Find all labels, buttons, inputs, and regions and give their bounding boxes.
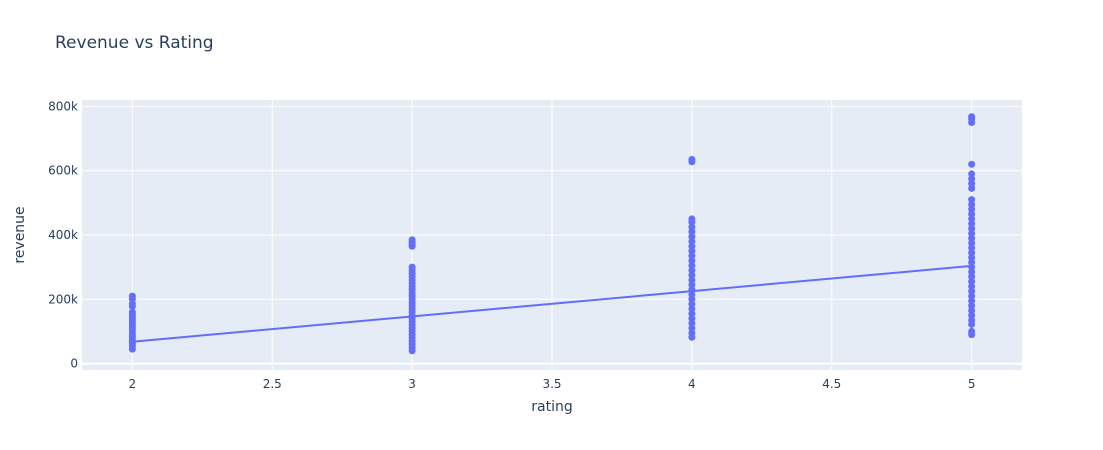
data-point xyxy=(968,175,976,183)
data-point xyxy=(688,252,696,260)
data-point xyxy=(968,160,976,168)
data-point xyxy=(968,239,976,247)
trend-line xyxy=(132,264,972,343)
data-point xyxy=(408,236,416,244)
data-point xyxy=(688,310,696,318)
data-point xyxy=(968,244,976,252)
data-point xyxy=(968,297,976,305)
data-point xyxy=(968,327,976,335)
x-tick-label: 2 xyxy=(129,377,137,391)
data-point xyxy=(968,215,976,223)
data-point xyxy=(968,220,976,228)
x-tick-label: 2.5 xyxy=(263,377,282,391)
data-point xyxy=(408,263,416,271)
data-point xyxy=(968,311,976,319)
y-tick-label: 0 xyxy=(70,357,78,371)
data-point xyxy=(688,247,696,255)
x-tick-label: 4.5 xyxy=(822,377,841,391)
data-point xyxy=(688,290,696,298)
data-point xyxy=(688,242,696,250)
data-point xyxy=(688,271,696,279)
data-point xyxy=(128,308,136,316)
data-point xyxy=(968,170,976,178)
data-point xyxy=(688,237,696,245)
data-point xyxy=(688,329,696,337)
x-axis-title: rating xyxy=(531,399,572,415)
data-point xyxy=(688,223,696,231)
data-point xyxy=(688,257,696,265)
data-point xyxy=(968,282,976,290)
y-tick-label: 200k xyxy=(48,292,78,306)
data-point xyxy=(968,307,976,315)
data-point xyxy=(688,276,696,284)
data-point xyxy=(688,228,696,236)
data-point xyxy=(968,316,976,324)
data-point xyxy=(968,302,976,310)
y-tick-labels: 0 200k 400k 600k 800k xyxy=(48,99,78,370)
data-point xyxy=(968,234,976,242)
y-tick-label: 800k xyxy=(48,99,78,113)
data-point xyxy=(688,155,696,163)
data-point xyxy=(968,229,976,237)
data-point xyxy=(968,278,976,286)
data-point xyxy=(968,205,976,213)
data-point xyxy=(688,319,696,327)
y-axis-title: revenue xyxy=(12,206,28,263)
data-point xyxy=(968,225,976,233)
trend-line-group xyxy=(132,264,972,343)
data-point xyxy=(968,113,976,121)
y-tick-label: 400k xyxy=(48,228,78,242)
data-point xyxy=(968,273,976,281)
x-tick-label: 4 xyxy=(688,377,696,391)
x-tick-labels: 2 2.5 3 3.5 4 4.5 5 xyxy=(129,377,976,391)
chart-title: Revenue vs Rating xyxy=(55,33,214,53)
data-point xyxy=(688,215,696,223)
data-point xyxy=(968,268,976,276)
y-tick-label: 600k xyxy=(48,164,78,178)
data-point xyxy=(128,292,136,300)
data-point xyxy=(688,262,696,270)
data-point xyxy=(968,210,976,218)
data-point xyxy=(968,258,976,266)
data-point xyxy=(688,233,696,241)
data-point xyxy=(688,315,696,323)
x-tick-label: 3 xyxy=(408,377,416,391)
data-point xyxy=(688,281,696,289)
data-point xyxy=(688,266,696,274)
data-point xyxy=(968,180,976,188)
data-point xyxy=(968,196,976,204)
data-point xyxy=(688,324,696,332)
data-point xyxy=(968,287,976,295)
data-point xyxy=(968,249,976,257)
data-point xyxy=(688,295,696,303)
data-point xyxy=(968,254,976,261)
data-point xyxy=(968,200,976,208)
x-tick-label: 5 xyxy=(968,377,976,391)
data-point xyxy=(968,292,976,300)
data-point xyxy=(968,184,976,192)
data-point xyxy=(688,300,696,308)
data-point xyxy=(688,305,696,313)
x-tick-label: 3.5 xyxy=(542,377,561,391)
